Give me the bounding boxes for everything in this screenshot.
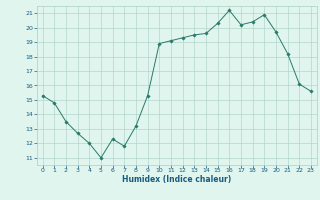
X-axis label: Humidex (Indice chaleur): Humidex (Indice chaleur) <box>122 175 231 184</box>
